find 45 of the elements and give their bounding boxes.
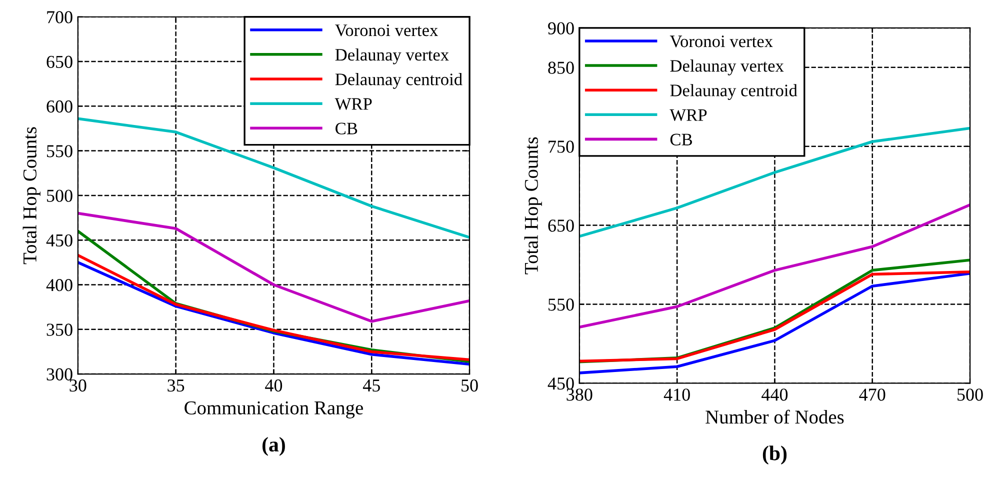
legend-label: CB — [336, 122, 358, 134]
y-tick-label: 500 — [47, 190, 72, 202]
y-axis-title: Total Hop Counts — [22, 127, 40, 264]
y-tick-label: 650 — [46, 56, 72, 68]
y-tick-label: 550 — [47, 145, 72, 158]
x-axis-title: Number of Nodes — [706, 410, 844, 424]
line-series — [78, 117, 470, 239]
y-tick-label: 300 — [46, 368, 72, 380]
x-tick-label: 45 — [362, 380, 380, 392]
y-tick-label: 850 — [548, 62, 574, 74]
y-tick-label: 450 — [548, 377, 574, 390]
y-tick-label: 750 — [548, 140, 574, 153]
line-series — [579, 126, 970, 238]
legend-label: Voronoi vertex — [335, 24, 438, 36]
y-tick-label: 900 — [548, 22, 574, 34]
legend-label: CB — [670, 134, 692, 146]
legend-label: WRP — [334, 98, 372, 110]
y-tick-label: 550 — [548, 298, 574, 311]
y-tick-label: 650 — [548, 220, 574, 232]
x-tick-label: 440 — [762, 388, 788, 401]
y-axis-title: Total Hop Counts — [524, 137, 542, 274]
x-tick-label: 380 — [566, 388, 592, 401]
legend-label: Delaunay vertex — [670, 60, 784, 76]
x-tick-label: 40 — [265, 379, 282, 392]
y-tick-label: 450 — [46, 234, 72, 247]
legend-label: WRP — [670, 109, 707, 122]
legend-label: Delaunay centroid — [670, 84, 798, 100]
x-tick-label: 50 — [462, 379, 478, 392]
x-tick-label: 30 — [70, 379, 86, 392]
y-tick-label: 700 — [47, 11, 72, 24]
line-series — [78, 212, 470, 323]
x-tick-label: 35 — [168, 379, 184, 392]
line-series — [579, 203, 970, 329]
y-tick-label: 400 — [46, 279, 72, 292]
x-tick-label: 410 — [664, 388, 690, 401]
legend-label: Delaunay centroid — [335, 73, 462, 89]
text: (b) — [762, 446, 787, 465]
x-tick-label: 470 — [859, 388, 886, 401]
x-tick-label: 500 — [958, 388, 983, 401]
y-tick-label: 350 — [46, 324, 72, 336]
y-tick-label: 600 — [46, 100, 72, 113]
x-axis-title: Communication Range — [184, 401, 363, 418]
text: (a) — [262, 436, 285, 456]
legend-label: Voronoi vertex — [670, 36, 773, 48]
legend-label: Delaunay vertex — [335, 48, 449, 64]
